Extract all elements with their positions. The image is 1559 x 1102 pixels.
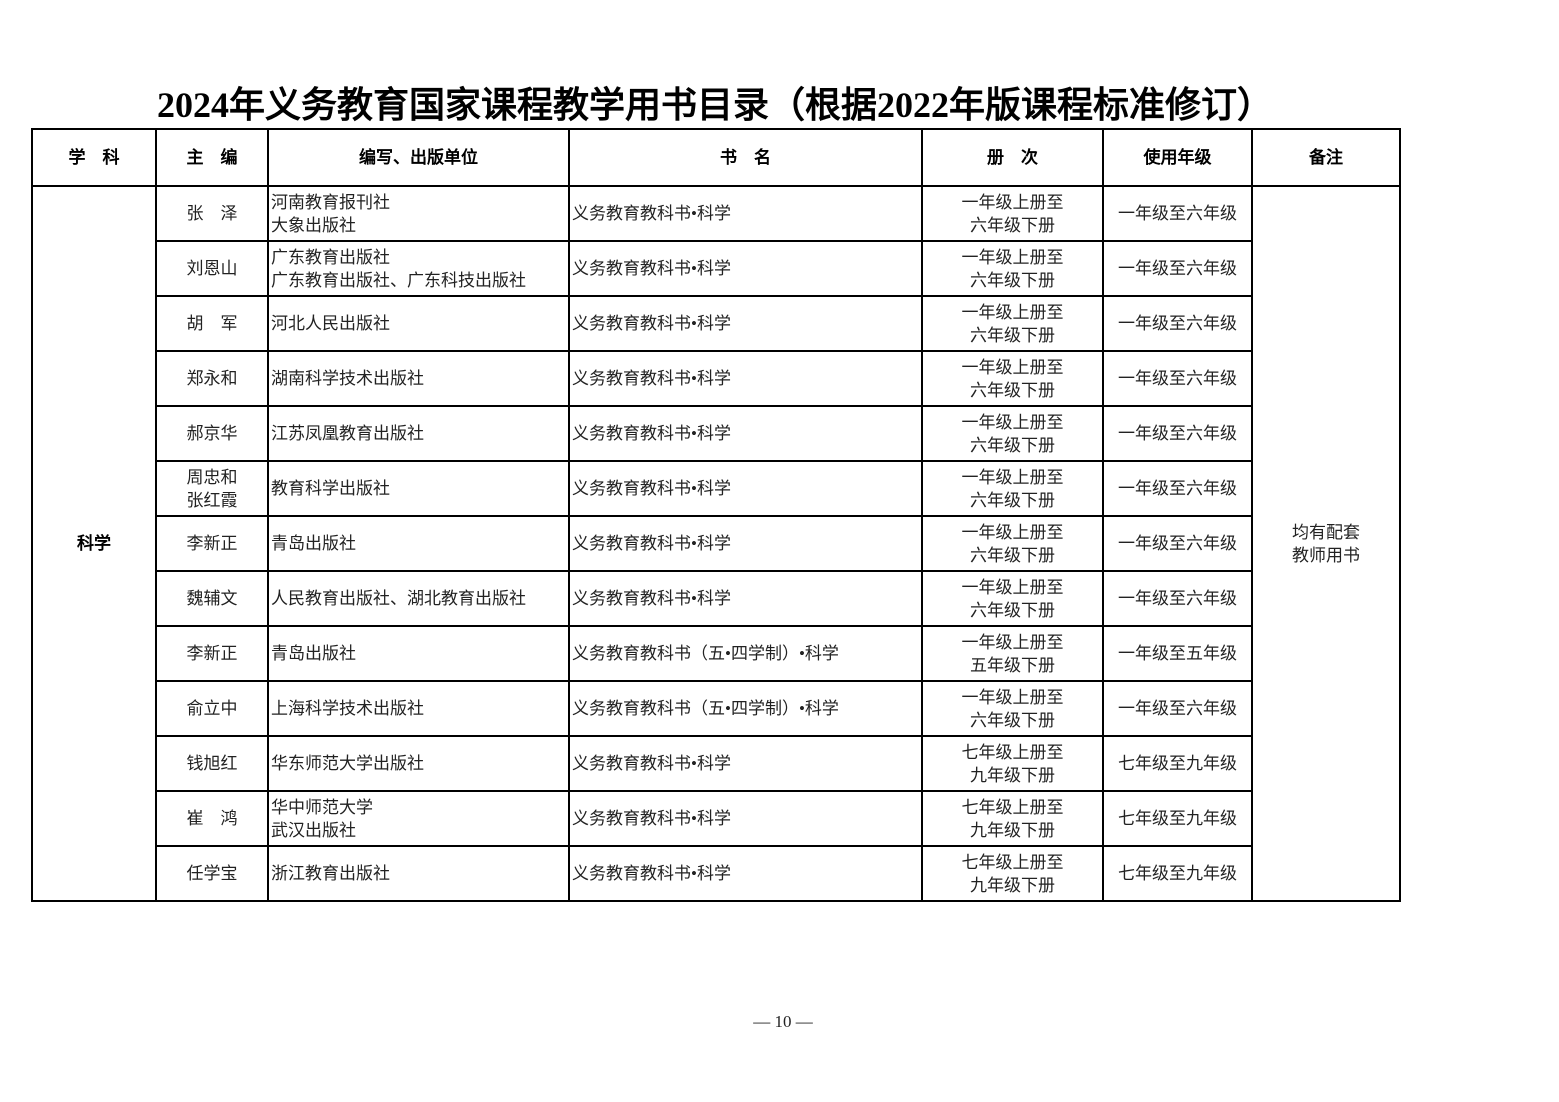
editor-cell: 刘恩山 <box>155 240 269 297</box>
page-number: — 10 — <box>753 1012 813 1031</box>
textbook-table: 学 科 主 编 编写、出版单位 书 名 册 次 使用年级 备注 科学张 泽河南教… <box>31 128 1401 902</box>
editor-cell: 周忠和 张红霞 <box>155 460 269 517</box>
table-row: 胡 军河北人民出版社 义务教育教科书•科学 一年级上册至 六年级下册 一年级至六年级 <box>32 295 1400 352</box>
volumes-cell: 一年级上册至 六年级下册 <box>921 515 1104 572</box>
editor-cell: 郑永和 <box>155 350 269 407</box>
publisher-cell: 教育科学出版社 <box>267 460 570 517</box>
volumes-cell: 一年级上册至 六年级下册 <box>921 460 1104 517</box>
book-name-cell: 义务教育教科书•科学 <box>568 295 923 352</box>
publisher-cell: 青岛出版社 <box>267 515 570 572</box>
editor-cell: 郝京华 <box>155 405 269 462</box>
grades-cell: 一年级至六年级 <box>1102 570 1253 627</box>
grades-cell: 一年级至六年级 <box>1102 680 1253 737</box>
book-name-cell: 义务教育教科书（五•四学制）•科学 <box>568 680 923 737</box>
header-subject: 学 科 <box>31 128 157 187</box>
grades-cell: 七年级至九年级 <box>1102 790 1253 847</box>
grades-cell: 一年级至六年级 <box>1102 460 1253 517</box>
volumes-cell: 一年级上册至 六年级下册 <box>921 405 1104 462</box>
volumes-cell: 七年级上册至 九年级下册 <box>921 845 1104 902</box>
header-note: 备注 <box>1251 128 1401 187</box>
header-editor: 主 编 <box>155 128 269 187</box>
table-row: 任学宝 浙江教育出版社 义务教育教科书•科学 七年级上册至 九年级下册 七年级至九年级 <box>32 845 1400 902</box>
table-row: 周忠和 张红霞 教育科学出版社 义务教育教科书•科学 一年级上册至 六年级下册 一年级至六年… <box>32 460 1400 517</box>
publisher-cell: 华东师范大学出版社 <box>267 735 570 792</box>
editor-cell: 魏辅文 <box>155 570 269 627</box>
table-row: 钱旭红 华东师范大学出版社 义务教育教科书•科学 七年级上册至 九年级下册 七年级至九年级 <box>32 735 1400 792</box>
book-name-cell: 义务教育教科书•科学 <box>568 240 923 297</box>
table-row: 郑永和 湖南科学技术出版社 义务教育教科书•科学 一年级上册至 六年级下册 一年级至六年级 <box>32 350 1400 407</box>
volumes-cell: 一年级上册至 六年级下册 <box>921 295 1104 352</box>
publisher-cell: 青岛出版社 <box>267 625 570 682</box>
header-publisher: 编写、出版单位 <box>267 128 570 187</box>
publisher-cell: 河南教育报刊社 大象出版社 <box>267 185 570 242</box>
publisher-cell: 华中师范大学 武汉出版社 <box>267 790 570 847</box>
grades-cell: 一年级至六年级 <box>1102 350 1253 407</box>
editor-cell: 任学宝 <box>155 845 269 902</box>
table-row: 李新正 青岛出版社 义务教育教科书（五•四学制）•科学 一年级上册至 五年级下册 一年级至… <box>32 625 1400 682</box>
header-grades: 使用年级 <box>1102 128 1253 187</box>
subject-cell: 科学 <box>31 185 157 902</box>
publisher-cell: 上海科学技术出版社 <box>267 680 570 737</box>
volumes-cell: 一年级上册至 六年级下册 <box>921 185 1104 242</box>
volumes-cell: 一年级上册至 六年级下册 <box>921 570 1104 627</box>
table-row: 崔 鸿华中师范大学 武汉出版社 义务教育教科书•科学 七年级上册至 九年级下册 七年级至九… <box>32 790 1400 847</box>
publisher-cell: 人民教育出版社、湖北教育出版社 <box>267 570 570 627</box>
book-name-cell: 义务教育教科书•科学 <box>568 735 923 792</box>
table-row: 魏辅文 人民教育出版社、湖北教育出版社 义务教育教科书•科学 一年级上册至 六年级下册一… <box>32 570 1400 627</box>
table-row: 俞立中 上海科学技术出版社 义务教育教科书（五•四学制）•科学 一年级上册至 六年级下册… <box>32 680 1400 737</box>
table-row: 刘恩山 广东教育出版社 广东教育出版社、广东科技出版社 义务教育教科书•科学 一年级上册… <box>32 240 1400 297</box>
header-book-name: 书 名 <box>568 128 923 187</box>
book-name-cell: 义务教育教科书•科学 <box>568 350 923 407</box>
book-name-cell: 义务教育教科书•科学 <box>568 790 923 847</box>
book-name-cell: 义务教育教科书•科学 <box>568 405 923 462</box>
grades-cell: 一年级至六年级 <box>1102 240 1253 297</box>
editor-cell: 张 泽 <box>155 185 269 242</box>
volumes-cell: 七年级上册至 九年级下册 <box>921 790 1104 847</box>
grades-cell: 一年级至六年级 <box>1102 295 1253 352</box>
volumes-cell: 一年级上册至 五年级下册 <box>921 625 1104 682</box>
book-name-cell: 义务教育教科书（五•四学制）•科学 <box>568 625 923 682</box>
book-name-cell: 义务教育教科书•科学 <box>568 570 923 627</box>
editor-cell: 俞立中 <box>155 680 269 737</box>
book-name-cell: 义务教育教科书•科学 <box>568 460 923 517</box>
document-title: 2024年义务教育国家课程教学用书目录（根据2022年版课程标准修订） <box>156 85 1273 125</box>
volumes-cell: 一年级上册至 六年级下册 <box>921 350 1104 407</box>
grades-cell: 一年级至六年级 <box>1102 515 1253 572</box>
editor-cell: 崔 鸿 <box>155 790 269 847</box>
note-cell: 均有配套 教师用书 <box>1251 185 1401 902</box>
publisher-cell: 江苏凤凰教育出版社 <box>267 405 570 462</box>
editor-cell: 李新正 <box>155 515 269 572</box>
table-row: 科学张 泽河南教育报刊社 大象出版社 义务教育教科书•科学 一年级上册至 六年级下册 一年… <box>31 185 1401 902</box>
volumes-cell: 七年级上册至 九年级下册 <box>921 735 1104 792</box>
table-row: 郝京华 江苏凤凰教育出版社 义务教育教科书•科学 一年级上册至 六年级下册 一年级至六年级 <box>32 405 1400 462</box>
volumes-cell: 一年级上册至 六年级下册 <box>921 680 1104 737</box>
table-header-row: 学 科 主 编 编写、出版单位 书 名 册 次 使用年级 备注 <box>31 128 1401 187</box>
book-name-cell: 义务教育教科书•科学 <box>568 845 923 902</box>
volumes-cell: 一年级上册至 六年级下册 <box>921 240 1104 297</box>
book-name-cell: 义务教育教科书•科学 <box>568 515 923 572</box>
header-volumes: 册 次 <box>921 128 1104 187</box>
grades-cell: 七年级至九年级 <box>1102 845 1253 902</box>
grades-cell: 一年级至六年级 <box>1102 405 1253 462</box>
grades-cell: 一年级至五年级 <box>1102 625 1253 682</box>
grades-cell: 七年级至九年级 <box>1102 735 1253 792</box>
book-name-cell: 义务教育教科书•科学 <box>568 185 923 242</box>
publisher-cell: 湖南科学技术出版社 <box>267 350 570 407</box>
publisher-cell: 河北人民出版社 <box>267 295 570 352</box>
editor-cell: 钱旭红 <box>155 735 269 792</box>
publisher-cell: 广东教育出版社 广东教育出版社、广东科技出版社 <box>267 240 570 297</box>
grades-cell: 一年级至六年级 <box>1102 185 1253 242</box>
editor-cell: 李新正 <box>155 625 269 682</box>
table-row: 李新正 青岛出版社 义务教育教科书•科学 一年级上册至 六年级下册 一年级至六年级 <box>32 515 1400 572</box>
publisher-cell: 浙江教育出版社 <box>267 845 570 902</box>
editor-cell: 胡 军 <box>155 295 269 352</box>
